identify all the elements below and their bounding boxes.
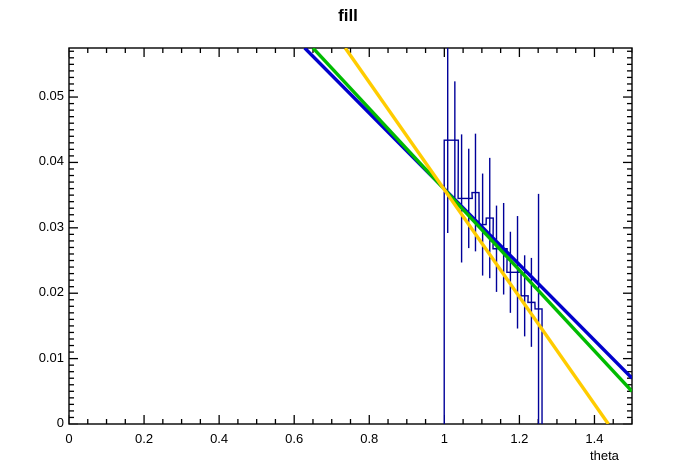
y-tick-label: 0.04	[38, 153, 64, 169]
x-tick-label: 0.6	[285, 431, 304, 446]
x-tick-label: 1.2	[510, 431, 529, 446]
y-tick-label: 0.02	[38, 284, 64, 300]
fit-line-fit_yellow	[343, 48, 610, 424]
y-tick-label: 0.01	[38, 349, 64, 365]
x-tick-label: 0.8	[360, 431, 379, 446]
x-tick-label: 0.2	[135, 431, 154, 446]
chart-title: fill	[338, 6, 358, 25]
x-tick-label: 0	[65, 431, 73, 446]
x-axis-ticks	[68, 48, 633, 424]
y-axis-ticks	[69, 50, 632, 425]
y-tick-label: 0.05	[38, 88, 64, 104]
x-tick-label: 1.4	[585, 431, 604, 446]
x-tick-label: 0.4	[210, 431, 229, 446]
plot-frame	[68, 47, 633, 425]
y-tick-label: 0.03	[38, 218, 64, 234]
y-tick-label: 0	[56, 415, 64, 430]
fit-line-fit_green	[311, 48, 632, 393]
x-tick-label: 1	[440, 431, 448, 446]
data-series-layer	[303, 48, 632, 424]
x-axis-label: theta	[590, 448, 619, 463]
histogram-series	[443, 48, 543, 424]
